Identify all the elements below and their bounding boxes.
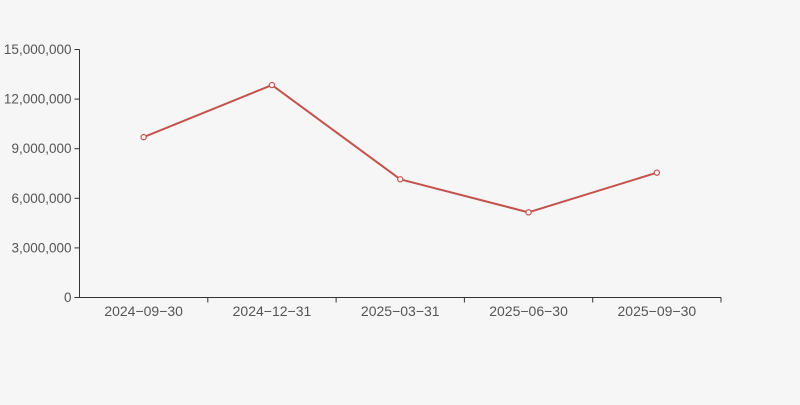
y-axis-label: 9,000,000 xyxy=(11,141,71,156)
data-point-marker[interactable] xyxy=(140,133,147,141)
data-point-marker[interactable] xyxy=(653,169,661,176)
y-axis-label: 12,000,000 xyxy=(4,92,72,107)
series-line xyxy=(142,84,658,214)
data-point-marker[interactable] xyxy=(268,81,276,89)
y-axis-label: 3,000,000 xyxy=(11,240,71,255)
x-axis-label: 2025−09−30 xyxy=(618,303,697,319)
x-axis-label: 2025−03−31 xyxy=(361,303,440,319)
data-point-marker[interactable] xyxy=(397,176,404,183)
data-point-marker[interactable] xyxy=(525,209,532,216)
axis-lines xyxy=(79,49,721,298)
y-axis-label: 6,000,000 xyxy=(11,191,71,206)
x-axis-label: 2024−12−31 xyxy=(233,303,312,319)
x-axis-label: 2024−09−30 xyxy=(104,303,183,319)
x-axis-label: 2025−06−30 xyxy=(489,303,568,319)
y-axis-label: 15,000,000 xyxy=(4,42,72,57)
y-axis-label: 0 xyxy=(64,290,72,305)
